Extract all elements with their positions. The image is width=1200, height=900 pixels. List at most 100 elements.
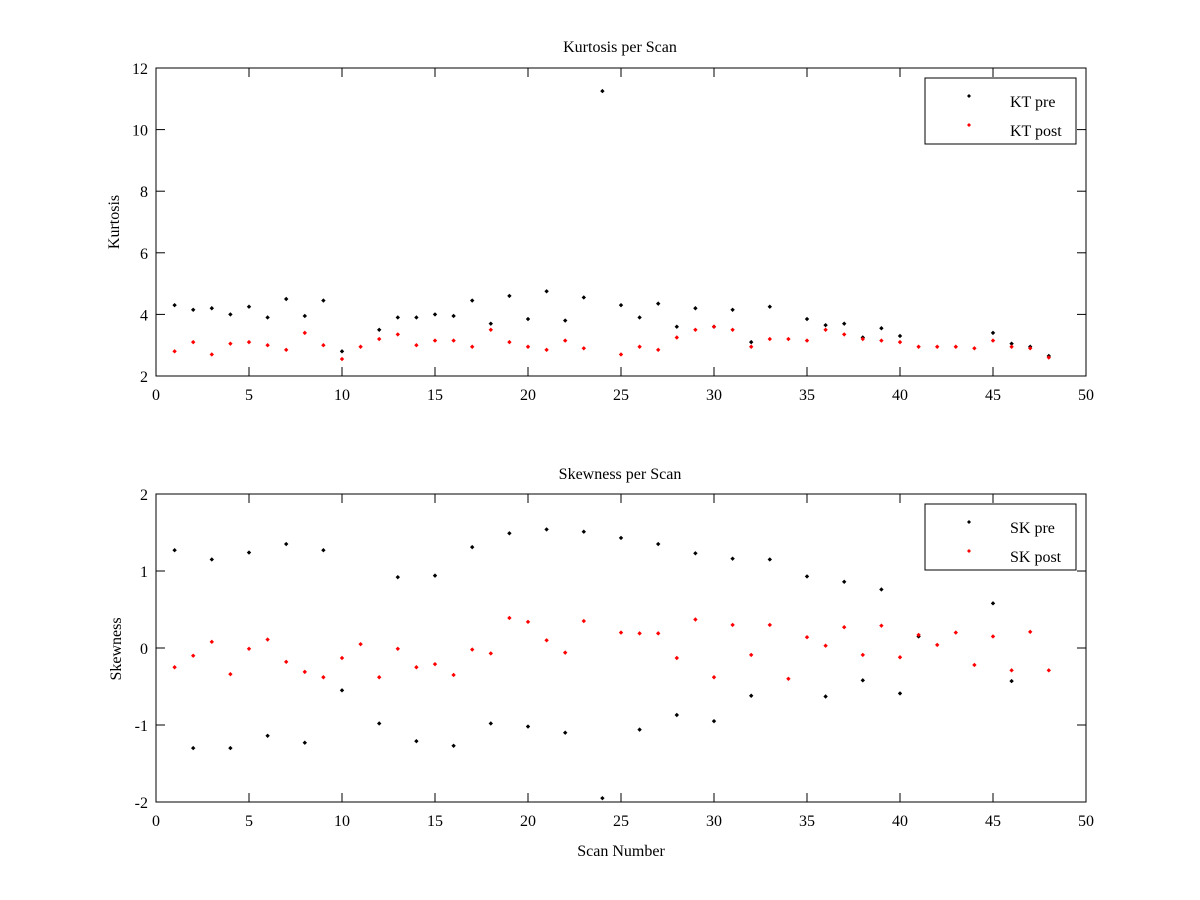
point-kt-post [507,339,512,345]
point-sk-post [339,655,345,661]
point-kt-post [637,344,642,349]
point-sk-post [804,635,810,640]
point-sk-post [581,618,586,624]
legend-marker-sk-pre [967,520,971,524]
point-sk-post [544,638,549,643]
point-kt-post [265,343,270,348]
kurtosis-x-tick-label: 40 [892,387,908,404]
point-sk-pre [209,557,214,562]
kurtosis-y-tick-label: 12 [132,61,148,78]
point-kt-post [693,327,698,332]
point-kt-pre [525,316,531,322]
point-sk-post [637,631,642,636]
point-kt-post [674,335,679,340]
point-sk-pre [897,691,903,696]
point-kt-pre [581,295,586,300]
skewness-legend: SK pre SK post [924,503,1077,571]
point-kt-post [916,344,921,349]
point-kt-pre [507,293,512,299]
point-sk-pre [563,730,568,735]
point-kt-post [823,327,828,332]
point-sk-post [711,675,717,680]
point-sk-post [228,671,233,677]
skewness-legend-box [924,503,1077,571]
skewness-y-tick-label: 0 [140,641,148,658]
kurtosis-x-tick-label: 0 [152,387,160,404]
skewness-y-tick-label: -2 [135,795,148,812]
point-kt-post [730,327,735,332]
point-sk-post [451,672,456,678]
legend-marker-kt-pre [967,94,971,98]
kurtosis-y-label: Kurtosis [106,195,123,249]
point-sk-post [1046,668,1051,673]
point-sk-post [953,630,958,635]
point-kt-pre [656,301,661,306]
legend-label-sk-pre: SK pre [1010,520,1055,537]
point-kt-pre [414,315,419,320]
point-kt-post [1028,346,1033,351]
skewness-x-tick-label: 50 [1078,813,1094,830]
point-kt-pre [897,333,903,339]
point-kt-post [581,346,586,351]
point-sk-post [395,646,400,651]
point-sk-post [879,623,884,628]
point-kt-pre [563,318,568,323]
point-kt-pre [302,313,307,319]
skewness-x-tick-label: 45 [985,813,1001,830]
point-sk-post [916,632,921,638]
skewness-y-tick-label: -1 [135,718,148,735]
point-sk-post [284,659,289,665]
point-kt-post [711,324,717,329]
point-sk-pre [600,795,605,801]
point-sk-post [358,641,363,647]
point-kt-post [321,343,326,348]
point-sk-pre [656,541,661,547]
kurtosis-x-tick-label: 30 [706,387,722,404]
kurtosis-x-tick-label: 15 [427,387,443,404]
point-sk-pre [395,574,400,580]
point-sk-post [191,653,196,658]
point-kt-post [284,347,289,353]
point-sk-pre [637,727,642,732]
point-kt-post [860,336,865,342]
point-sk-post [990,634,996,639]
skewness-x-tick-label: 25 [613,813,629,830]
point-kt-post [246,339,252,345]
point-kt-post [395,332,400,337]
point-sk-post [525,619,531,625]
legend-marker-kt-post [967,123,971,127]
kurtosis-x-tick-label: 25 [613,387,629,404]
point-kt-post [897,339,903,345]
point-sk-pre [228,745,233,751]
point-kt-pre [265,315,270,320]
point-sk-pre [730,556,735,561]
skewness-x-tick-label: 30 [706,813,722,830]
point-sk-post [246,646,252,651]
point-sk-pre [172,548,177,553]
kurtosis-y-tick-label: 2 [140,369,148,386]
skewness-x-tick-label: 35 [799,813,815,830]
point-kt-post [172,349,177,354]
point-sk-post [414,665,419,670]
point-kt-pre [488,321,493,326]
point-sk-pre [414,738,419,744]
legend-label-kt-pre: KT pre [1010,94,1055,111]
legend-marker-sk-post [967,549,971,553]
kurtosis-x-tick-label: 45 [985,387,1001,404]
skewness-x-tick-label: 40 [892,813,908,830]
point-kt-pre [228,312,233,317]
point-sk-pre [581,529,586,534]
point-kt-post [990,338,996,343]
kurtosis-y-tick-label: 8 [140,184,148,201]
point-kt-post [228,341,233,346]
point-sk-pre [377,721,382,726]
point-sk-pre [321,548,326,553]
point-kt-pre [246,304,252,309]
point-kt-post [432,338,438,343]
kurtosis-y-tick-label: 10 [132,123,148,140]
point-kt-post [804,338,810,343]
point-sk-post [767,622,772,628]
skewness-panel: Skewness per Scan Skewness Scan Number 0… [108,466,1094,860]
point-sk-pre [507,531,512,536]
point-kt-pre [879,326,884,331]
